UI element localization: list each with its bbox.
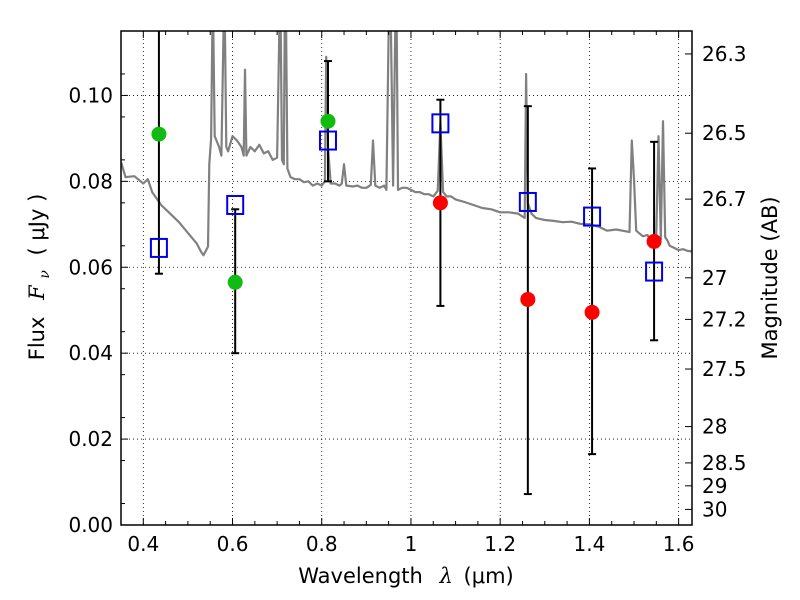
x-tick-label: 1.2 [484,532,516,556]
model-photometry-square [149,237,168,258]
y2-tick-label: 27 [702,266,727,290]
model-photometry-square [645,261,664,282]
y-axis-title-subscript: ν [37,270,53,279]
observed-photometry-point [320,113,336,129]
y-tick-label: 0.04 [68,341,113,365]
x-axis-title-symbol: λ [439,564,453,588]
y2-axis-title: Magnitude (AB) [758,196,782,359]
y2-tick-label: 26.5 [702,121,747,145]
observed-photometry-point [227,274,243,290]
x-tick-label: 1.6 [663,532,695,556]
y-axis-title: Flux F ν ( μJy ) [25,194,54,361]
y-tick-label: 0.06 [68,255,113,279]
x-axis-title: Wavelength λ (μm) [298,564,513,588]
y2-tick-label: 27.2 [702,307,747,331]
sed-model-line [121,31,692,257]
x-axis-ticks: 0.4 0.6 0.8 1 1.2 1.4 1.6 [120,31,695,556]
y-tick-label: 0.10 [68,83,113,107]
y-axis-title-text: Flux [25,317,49,361]
y-axis-title-symbol: F [25,284,49,301]
observed-photometry-layer [151,113,662,320]
observed-photometry-point [584,304,600,320]
x-tick-label: 0.6 [217,532,249,556]
y2-tick-label: 28 [702,415,727,439]
y2-tick-label: 27.5 [702,357,747,381]
model-photometry-square [518,191,537,212]
y2-tick-label: 28.5 [702,451,747,475]
y-axis-title-unit: ( μJy ) [25,194,49,256]
model-photometry-square [431,113,450,134]
plot-area [121,31,692,525]
x-tick-label: 0.8 [306,532,338,556]
observed-photometry-point [646,233,662,249]
model-photometry-layer [149,113,664,282]
observed-photometry-point [151,126,167,142]
x-tick-label: 1.4 [573,532,605,556]
y2-tick-label: 29 [702,474,727,498]
sed-model-layer [121,31,692,257]
model-photometry-square [226,194,245,215]
y-tick-label: 0.02 [68,427,113,451]
model-photometry-square [583,206,602,227]
x-axis-title-text: Wavelength [298,564,423,588]
observed-photometry-point [520,291,536,307]
y-tick-label: 0.08 [68,169,113,193]
observed-photometry-point [432,195,448,211]
model-photometry-square [318,130,337,151]
x-tick-label: 1 [405,532,418,556]
y2-tick-label: 26.3 [702,42,747,66]
x-tick-label: 0.4 [127,532,159,556]
y2-tick-label: 26.7 [702,187,747,211]
x-axis-title-unit: (μm) [464,564,514,588]
y2-tick-label: 30 [702,497,727,521]
y-axis-ticks: 0.00 0.02 0.04 0.06 0.08 0.10 [68,30,128,537]
y-tick-label: 0.00 [68,513,113,537]
